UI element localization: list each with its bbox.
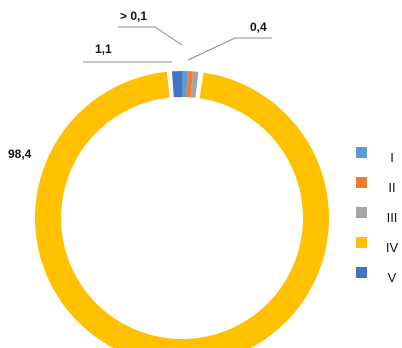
legend-label-I: I — [390, 150, 394, 165]
legend-swatch-III — [356, 207, 367, 218]
data-label-V: 1,1 — [95, 42, 112, 56]
data-label-III: 0,4 — [250, 20, 267, 34]
leader-line-III — [187, 37, 272, 61]
data-label-I: > 0,1 — [120, 9, 147, 23]
legend-label-III: III — [387, 210, 398, 225]
legend-label-IV: IV — [386, 240, 399, 255]
slice-V — [171, 71, 182, 98]
slice-III — [190, 71, 199, 98]
leader-line-I — [118, 26, 183, 46]
data-labels: > 0,1 0,4 1,1 98,4 — [8, 9, 267, 161]
legend-swatch-II — [356, 177, 367, 188]
slice-I — [182, 71, 188, 98]
legend-swatch-I — [356, 147, 367, 158]
legend-swatch-IV — [356, 237, 367, 248]
legend-swatch-V — [356, 267, 367, 278]
leader-lines — [83, 26, 272, 63]
data-label-IV: 98,4 — [8, 147, 32, 161]
legend-label-V: V — [388, 270, 397, 285]
legend-label-II: II — [388, 180, 395, 195]
slice-II — [186, 71, 193, 98]
slice-IV — [35, 71, 329, 348]
donut-slices — [35, 71, 329, 348]
